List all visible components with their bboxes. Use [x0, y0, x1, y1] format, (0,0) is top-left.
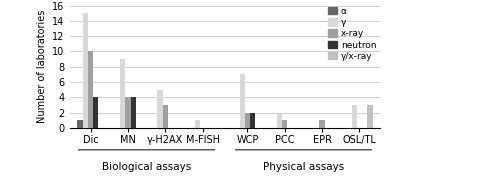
- Bar: [82, 13, 88, 128]
- Bar: [78, 120, 82, 128]
- Bar: [93, 97, 98, 128]
- Bar: [320, 120, 324, 128]
- Bar: [158, 90, 162, 128]
- Bar: [245, 113, 250, 128]
- Bar: [240, 74, 245, 128]
- Y-axis label: Number of laboratories: Number of laboratories: [36, 10, 46, 124]
- Bar: [368, 105, 372, 128]
- Text: Biological assays: Biological assays: [102, 162, 191, 172]
- Bar: [277, 113, 282, 128]
- Bar: [194, 120, 200, 128]
- Legend: α, γ, x-ray, neutron, γ/x-ray: α, γ, x-ray, neutron, γ/x-ray: [324, 3, 380, 64]
- Bar: [126, 97, 130, 128]
- Text: Physical assays: Physical assays: [263, 162, 344, 172]
- Bar: [250, 113, 256, 128]
- Bar: [352, 105, 357, 128]
- Bar: [130, 97, 136, 128]
- Bar: [162, 105, 168, 128]
- Bar: [120, 59, 126, 128]
- Bar: [88, 52, 93, 128]
- Bar: [282, 120, 288, 128]
